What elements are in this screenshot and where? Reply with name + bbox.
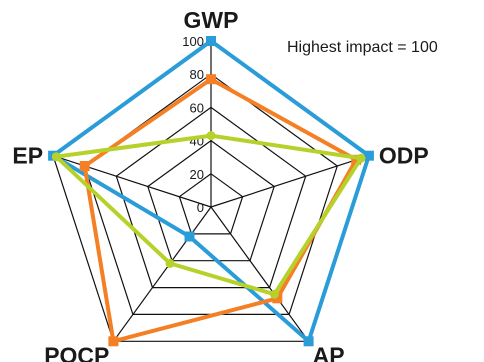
series-2-point-gwp xyxy=(206,131,216,141)
series-2-point-odp xyxy=(356,153,366,163)
series-1-point-pocp xyxy=(108,336,119,347)
tick-label-0: 0 xyxy=(197,200,204,215)
axis-label-odp: ODP xyxy=(379,143,429,169)
series-2-point-ap xyxy=(269,289,279,299)
series-1-point-ap xyxy=(272,293,283,304)
axis-label-gwp: GWP xyxy=(184,7,239,33)
series-0-line xyxy=(49,38,372,345)
grid-ring-60 xyxy=(115,106,307,289)
tick-label-20: 20 xyxy=(190,167,204,182)
spoke-ep xyxy=(52,155,212,208)
grid-ring-40 xyxy=(147,139,275,262)
series-2-point-pocp xyxy=(165,258,175,268)
axis-label-ap: AP xyxy=(313,342,345,362)
tick-label-100: 100 xyxy=(182,34,204,49)
radar-axis-labels: GWP ODP AP POCP EP xyxy=(12,7,428,362)
tick-label-80: 80 xyxy=(190,67,204,82)
series-1-point-ep xyxy=(79,161,90,171)
radar-series xyxy=(48,36,374,347)
series-2 xyxy=(51,131,366,299)
series-2-point-ep xyxy=(51,152,61,162)
series-1-point-odp xyxy=(351,154,362,165)
tick-label-60: 60 xyxy=(190,100,204,115)
chart-note: Highest impact = 100 xyxy=(287,39,438,56)
spoke-pocp xyxy=(112,206,212,342)
series-0-point-odp xyxy=(363,150,374,161)
series-0-point-pocp xyxy=(184,231,195,242)
series-0-point-gwp xyxy=(206,36,216,46)
grid-ring-20 xyxy=(178,173,244,235)
axis-label-pocp: POCP xyxy=(44,342,109,362)
axis-label-ep: EP xyxy=(12,143,43,169)
series-2-line xyxy=(51,133,365,297)
spoke-ap xyxy=(210,206,310,342)
series-1-point-gwp xyxy=(206,74,216,85)
spoke-odp xyxy=(210,155,370,208)
series-0-point-ap xyxy=(303,336,314,347)
